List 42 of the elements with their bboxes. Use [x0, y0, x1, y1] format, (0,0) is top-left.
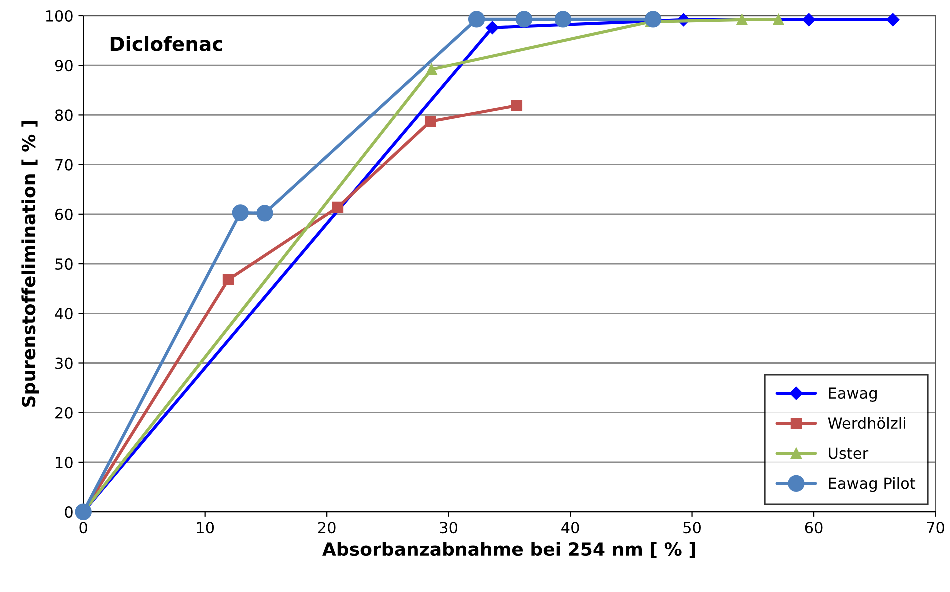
point: [736, 14, 748, 26]
point: [886, 13, 900, 27]
x-tick-label: 0: [80, 522, 88, 534]
x-axis-title: Absorbanzabnahme bei 254 nm [ % ]: [322, 542, 696, 558]
point: [222, 274, 234, 286]
legend-label: Eawag: [829, 388, 877, 402]
y-axis-title: Spurenstoffelimination [ % ]: [22, 121, 40, 407]
point: [644, 11, 662, 28]
point: [332, 202, 344, 214]
x-tick-label: 20: [318, 522, 336, 534]
point: [256, 205, 274, 222]
point: [232, 204, 249, 222]
legend-label: Eawag Pilot: [829, 477, 916, 492]
y-tick-label: 40: [55, 308, 73, 320]
y-tick-label: 50: [56, 258, 73, 270]
point: [511, 100, 523, 112]
x-tick-label: 60: [805, 522, 823, 534]
text: Diclofenac: [110, 36, 222, 52]
y-tick-label: 0: [65, 506, 73, 518]
point: [554, 11, 572, 28]
y-tick-label: 70: [56, 159, 73, 171]
y-tick-label: 60: [56, 208, 73, 220]
point: [486, 21, 500, 34]
y-tick-label: 90: [55, 60, 73, 72]
point: [426, 64, 438, 76]
y-tick-label: 100: [46, 10, 73, 22]
x-tick-label: 70: [927, 522, 944, 534]
y-tick-label: 10: [56, 456, 73, 468]
x-tick-label: 30: [440, 522, 458, 534]
x-tick-label: 40: [562, 522, 580, 534]
legend-label: Uster: [829, 448, 869, 460]
point: [424, 116, 436, 128]
point: [516, 11, 533, 28]
point: [773, 14, 784, 26]
y-tick-label: 30: [56, 358, 73, 370]
x-tick-label: 10: [197, 522, 214, 534]
point: [468, 11, 486, 28]
y-tick-label: 20: [56, 407, 73, 419]
point: [802, 13, 816, 27]
legend-label: Werdhölzli: [828, 417, 906, 430]
y-tick-label: 80: [55, 110, 73, 122]
x-tick-label: 50: [684, 522, 701, 534]
